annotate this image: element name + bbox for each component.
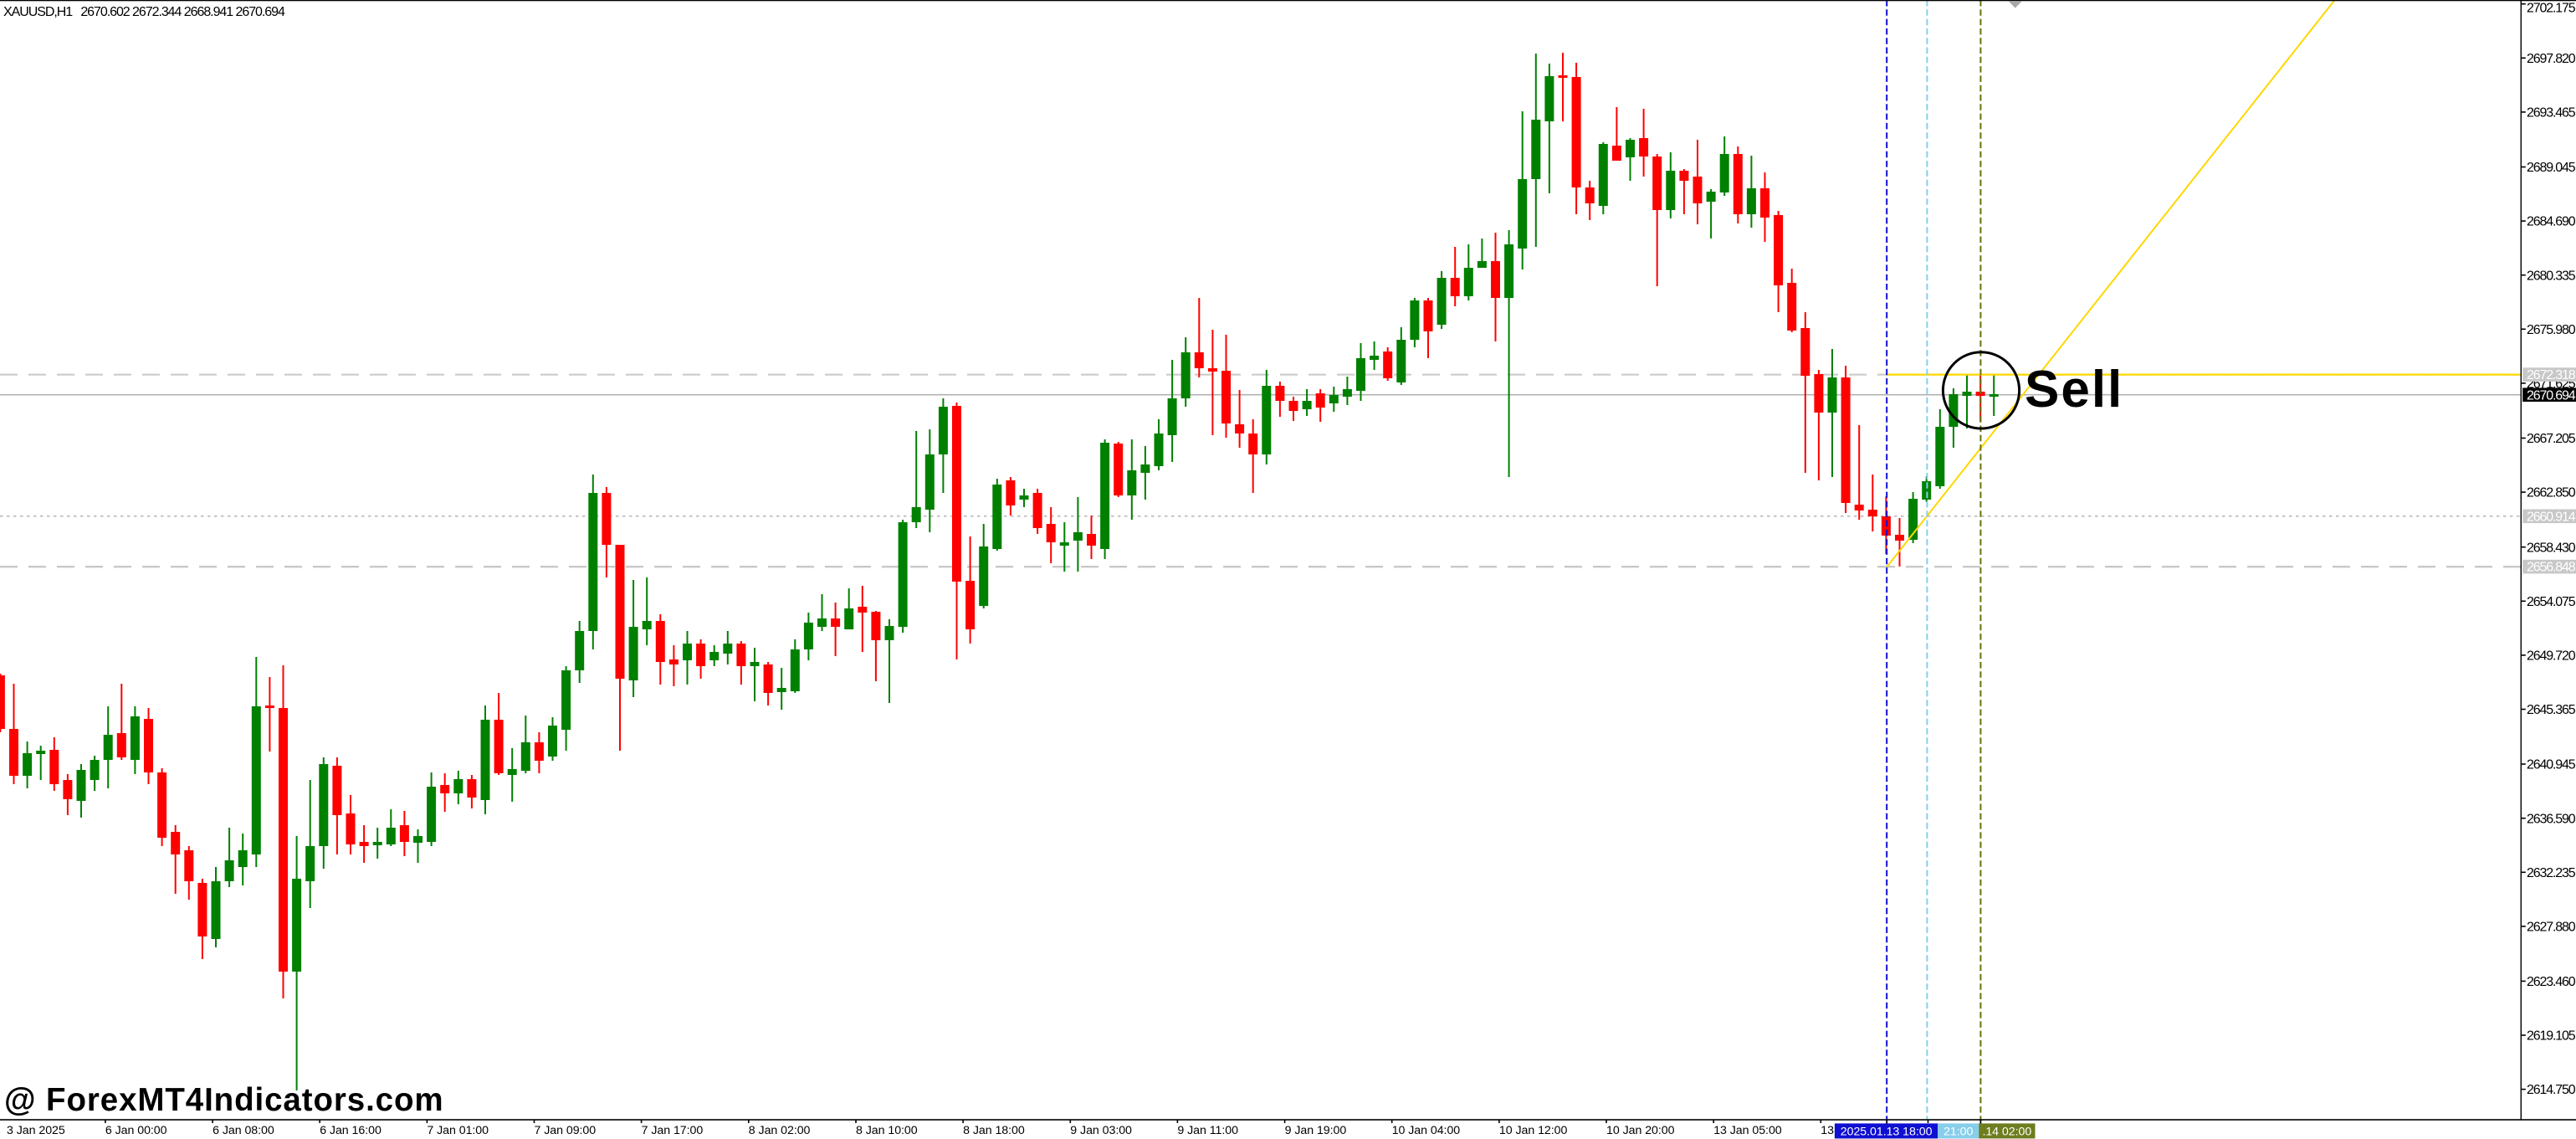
svg-text:6 Jan 16:00: 6 Jan 16:00 — [320, 1124, 382, 1137]
svg-text:6 Jan 08:00: 6 Jan 08:00 — [213, 1124, 274, 1137]
svg-text:10 Jan 12:00: 10 Jan 12:00 — [1499, 1124, 1568, 1137]
svg-text:7 Jan 09:00: 7 Jan 09:00 — [535, 1124, 597, 1137]
svg-text:13 Jan 05:00: 13 Jan 05:00 — [1713, 1124, 1782, 1137]
svg-text:2649.720: 2649.720 — [2527, 649, 2576, 664]
svg-text:2632.235: 2632.235 — [2527, 866, 2576, 880]
svg-text:2675.980: 2675.980 — [2527, 323, 2576, 337]
svg-text:8 Jan 10:00: 8 Jan 10:00 — [856, 1124, 918, 1137]
svg-text:.14 02:00: .14 02:00 — [1982, 1125, 2031, 1138]
svg-text:2672.318: 2672.318 — [2527, 368, 2576, 382]
svg-text:7 Jan 17:00: 7 Jan 17:00 — [642, 1124, 704, 1137]
svg-text:2658.430: 2658.430 — [2527, 541, 2576, 555]
svg-text:10 Jan 20:00: 10 Jan 20:00 — [1606, 1124, 1675, 1137]
svg-text:2627.880: 2627.880 — [2527, 921, 2576, 935]
svg-text:2684.690: 2684.690 — [2527, 215, 2576, 229]
svg-text:7 Jan 01:00: 7 Jan 01:00 — [427, 1124, 489, 1137]
svg-text:2662.850: 2662.850 — [2527, 486, 2576, 500]
svg-text:8 Jan 18:00: 8 Jan 18:00 — [963, 1124, 1025, 1137]
svg-text:10 Jan 04:00: 10 Jan 04:00 — [1392, 1124, 1461, 1137]
svg-text:2697.820: 2697.820 — [2527, 52, 2576, 66]
svg-text:2636.590: 2636.590 — [2527, 812, 2576, 826]
svg-text:2660.914: 2660.914 — [2527, 510, 2576, 524]
svg-text:2614.750: 2614.750 — [2527, 1083, 2576, 1097]
svg-text:2623.460: 2623.460 — [2527, 975, 2576, 989]
svg-text:9 Jan 11:00: 9 Jan 11:00 — [1177, 1124, 1238, 1137]
svg-text:8 Jan 02:00: 8 Jan 02:00 — [749, 1124, 811, 1137]
svg-text:2702.175: 2702.175 — [2527, 2, 2576, 16]
svg-text:2654.075: 2654.075 — [2527, 595, 2576, 609]
svg-text:2680.335: 2680.335 — [2527, 269, 2576, 283]
svg-text:@ ForexMT4Indicators.com: @ ForexMT4Indicators.com — [4, 1082, 444, 1118]
svg-text:XAUUSD,H1 2670.602 2672.344: XAUUSD,H1 2670.602 2672.344 2668.941 267… — [3, 5, 285, 19]
svg-text:2689.045: 2689.045 — [2527, 161, 2576, 175]
svg-text:21:00: 21:00 — [1944, 1125, 1973, 1138]
svg-text:2670.694: 2670.694 — [2527, 388, 2576, 403]
svg-text:2640.945: 2640.945 — [2527, 758, 2576, 772]
svg-text:2656.848: 2656.848 — [2527, 561, 2576, 575]
svg-text:2667.205: 2667.205 — [2527, 432, 2576, 446]
svg-text:9 Jan 19:00: 9 Jan 19:00 — [1285, 1124, 1347, 1137]
svg-text:9 Jan 03:00: 9 Jan 03:00 — [1070, 1124, 1132, 1137]
svg-text:2025.01.13 18:00: 2025.01.13 18:00 — [1841, 1125, 1933, 1138]
svg-text:2645.365: 2645.365 — [2527, 703, 2576, 717]
svg-text:3 Jan 2025: 3 Jan 2025 — [7, 1124, 65, 1137]
svg-text:Sell: Sell — [2025, 361, 2123, 418]
svg-text:2619.105: 2619.105 — [2527, 1029, 2576, 1044]
svg-text:2693.465: 2693.465 — [2527, 106, 2576, 121]
svg-text:6 Jan 00:00: 6 Jan 00:00 — [105, 1124, 167, 1137]
